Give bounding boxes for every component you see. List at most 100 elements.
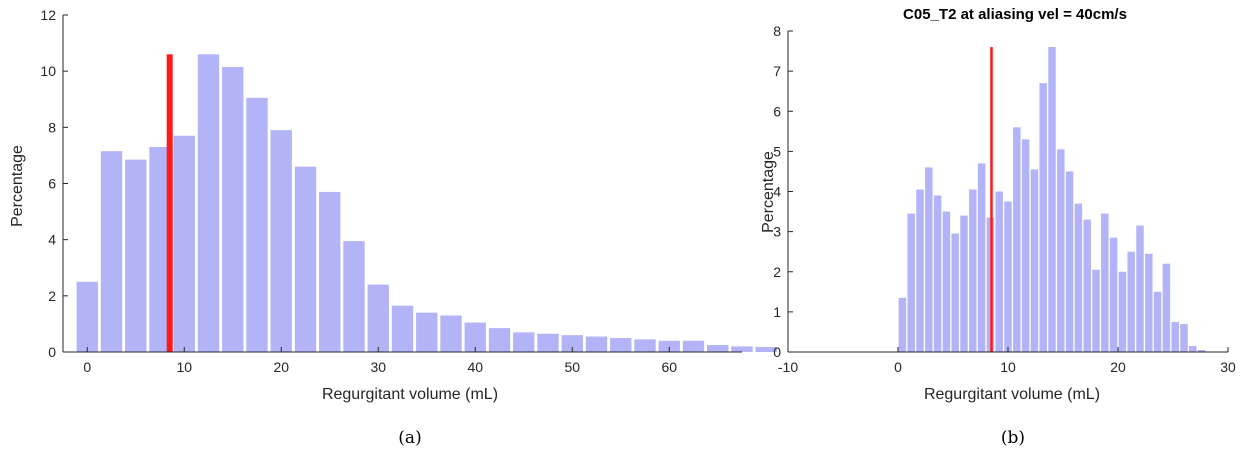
chart-b-x-tick-label: 20 xyxy=(1110,359,1126,375)
chart-a-bar xyxy=(319,191,341,352)
chart-b-bar xyxy=(907,213,915,352)
chart-a-bar xyxy=(731,346,753,352)
chart-b-y-tick: 8 xyxy=(773,23,793,39)
chart-a-x-tick: 50 xyxy=(564,347,580,375)
chart-b-y-tick: 4 xyxy=(773,184,793,200)
chart-a-bar xyxy=(464,322,486,352)
chart-b-bar xyxy=(1127,251,1135,352)
chart-b-bar xyxy=(1180,323,1188,352)
chart-b-bar xyxy=(1092,269,1100,352)
chart-a-y-tick: 2 xyxy=(48,288,68,304)
chart-b-marker-line xyxy=(990,47,993,353)
chart-a-bar xyxy=(488,328,511,352)
chart-a-bar xyxy=(610,337,632,352)
chart-b-title: C05_T2 at aliasing vel = 40cm/s xyxy=(903,6,1127,23)
chart-a-x-tick-label: 0 xyxy=(83,359,91,375)
chart-b-x-tick: 10 xyxy=(1000,347,1016,375)
chart-a-bar xyxy=(561,335,583,352)
chart-a-x-tick: 60 xyxy=(661,347,677,375)
chart-a-bar xyxy=(173,135,195,352)
chart-a-bar xyxy=(294,166,317,352)
chart-b-bar xyxy=(1057,149,1065,352)
chart-a-bar xyxy=(440,315,462,352)
chart-b-y-tick: 2 xyxy=(773,264,793,280)
chart-a-x-tick-label: 20 xyxy=(273,359,289,375)
chart-a-y-tick: 8 xyxy=(48,119,68,135)
chart-b-bar xyxy=(1074,203,1083,352)
chart-a-y-tick-label: 4 xyxy=(48,232,56,248)
chart-a-bar xyxy=(246,97,268,353)
chart-b-bar xyxy=(1118,271,1127,352)
chart-b-x-tick-label: 0 xyxy=(894,359,902,375)
chart-a-x-tick: 40 xyxy=(467,347,483,375)
chart-a-bar xyxy=(416,312,438,352)
chart-b-x-tick: 0 xyxy=(894,347,902,375)
chart-a: 0 10 20 30 40 50 60 0 2 4 6 8 10 12 Regurgitant volum… xyxy=(9,7,777,448)
chart-b-bar xyxy=(1004,201,1012,352)
chart-b-bar xyxy=(1048,47,1056,353)
chart-b-y-tick-label: 6 xyxy=(773,103,781,119)
chart-a-x-tick-label: 10 xyxy=(176,359,192,375)
chart-a-bars xyxy=(76,54,777,353)
chart-b-bar xyxy=(1189,345,1197,352)
chart-a-x-tick-label: 50 xyxy=(564,359,580,375)
chart-a-bar xyxy=(197,54,220,353)
chart-b-caption: (b) xyxy=(1001,428,1025,448)
chart-b-bar xyxy=(969,189,977,352)
chart-b-y-tick: 1 xyxy=(773,304,793,320)
chart-a-bar xyxy=(391,305,414,352)
chart-a-y-tick: 4 xyxy=(48,232,68,248)
chart-b-y-tick-label: 8 xyxy=(773,23,781,39)
chart-b-y-tick-label: 3 xyxy=(773,224,781,240)
chart-a-bar xyxy=(585,336,608,352)
chart-a-bar xyxy=(513,332,535,352)
chart-b-bar xyxy=(1162,263,1171,352)
chart-a-bar xyxy=(149,146,171,352)
chart-b-y-tick-label: 5 xyxy=(773,143,781,159)
chart-a-x-tick: 10 xyxy=(176,347,192,375)
chart-b-y-tick: 5 xyxy=(773,143,793,159)
chart-b-bar xyxy=(942,211,951,352)
chart-a-x-tick: 0 xyxy=(83,347,91,375)
chart-a-y-tick-label: 8 xyxy=(48,119,56,135)
chart-b-x-tick: 30 xyxy=(1220,347,1236,375)
chart-a-bar xyxy=(682,340,705,352)
chart-b-bar xyxy=(933,195,942,352)
chart-a-marker-group xyxy=(166,54,173,353)
chart-b-bar xyxy=(960,215,968,352)
chart-b-y-tick: 6 xyxy=(773,103,793,119)
chart-a-marker-line xyxy=(166,54,173,353)
chart-b-y-tick: 3 xyxy=(773,224,793,240)
chart-a-bar xyxy=(100,151,123,352)
chart-a-y-tick: 6 xyxy=(48,176,68,192)
chart-a-y-axis-label: Percentage xyxy=(9,145,26,227)
chart-b-bars xyxy=(898,47,1206,353)
chart-a-bar xyxy=(634,339,656,352)
chart-b-y-tick-label: 4 xyxy=(773,184,781,200)
chart-a-y-tick: 10 xyxy=(40,63,68,79)
chart-a-axes: 0 10 20 30 40 50 60 0 2 4 6 8 10 12 xyxy=(40,7,742,375)
chart-b-bar xyxy=(1145,253,1153,352)
chart-b-bar xyxy=(1013,127,1021,352)
chart-b-bar xyxy=(1065,171,1074,352)
chart-b-x-axis-label: Regurgitant volume (mL) xyxy=(924,386,1100,403)
chart-b-bar xyxy=(995,191,1003,352)
chart-a-bar xyxy=(270,130,292,352)
chart-a-bar xyxy=(755,346,777,352)
chart-a-y-tick-label: 12 xyxy=(40,7,56,23)
chart-a-y-tick: 0 xyxy=(48,344,68,360)
chart-b-y-tick-label: 2 xyxy=(773,264,781,280)
chart-a-bar xyxy=(367,284,389,352)
chart-a-y-tick-label: 0 xyxy=(48,344,56,360)
chart-b-bar xyxy=(977,163,986,352)
chart-b-bar xyxy=(1136,225,1144,352)
chart-a-y-tick-label: 6 xyxy=(48,176,56,192)
chart-b-marker-group xyxy=(990,47,993,353)
chart-b-y-tick: 0 xyxy=(773,344,793,360)
chart-a-x-tick-label: 40 xyxy=(467,359,483,375)
chart-b-bar xyxy=(1109,237,1118,352)
chart-b-bar xyxy=(1021,139,1030,352)
chart-a-bar xyxy=(125,159,147,352)
